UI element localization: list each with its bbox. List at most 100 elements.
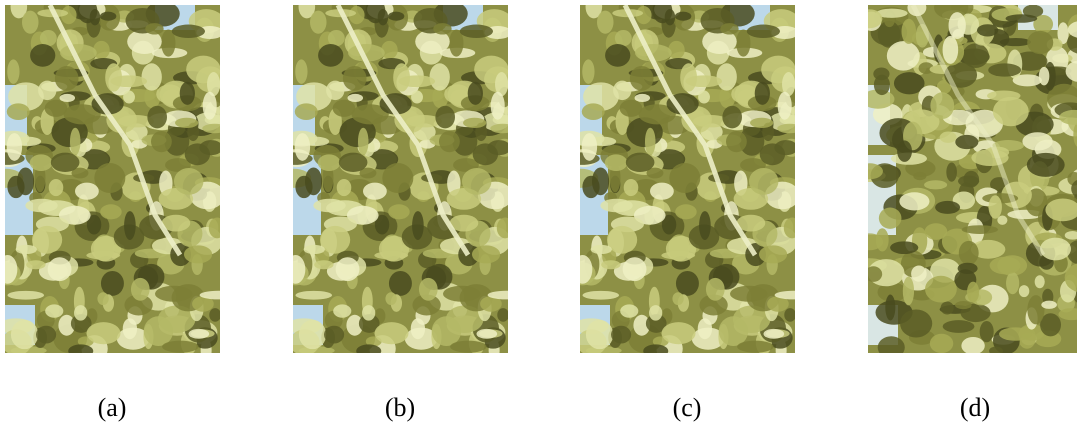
leaf xyxy=(967,282,979,303)
leaf xyxy=(497,308,509,322)
leaf xyxy=(890,241,918,254)
leaf xyxy=(151,131,172,152)
leaf xyxy=(473,143,498,165)
leaf xyxy=(147,106,167,129)
panel-label: (c) xyxy=(673,393,702,422)
leaf xyxy=(1040,238,1071,261)
leaf xyxy=(472,245,500,263)
leaf xyxy=(101,271,124,296)
leaf xyxy=(680,63,697,91)
leaf xyxy=(70,128,81,156)
leaf xyxy=(1039,67,1050,86)
leaf xyxy=(582,176,599,198)
leaf xyxy=(435,106,455,129)
leaf xyxy=(468,82,483,105)
leaf xyxy=(378,9,388,25)
leaf xyxy=(988,63,1021,76)
page: (a)(b)(c)(d) (() => { const data = JSON.… xyxy=(0,0,1077,430)
leaf xyxy=(987,91,1021,101)
leaf xyxy=(675,12,691,21)
leaf xyxy=(615,30,632,46)
leaf xyxy=(45,304,63,317)
leaf xyxy=(977,24,998,36)
leaf xyxy=(100,204,121,219)
leaf xyxy=(55,66,79,91)
panel-label: (b) xyxy=(385,393,415,422)
leaf xyxy=(856,233,883,250)
leaf xyxy=(737,341,773,353)
leaf xyxy=(635,94,651,102)
leaf xyxy=(878,336,905,358)
leaf xyxy=(726,131,747,152)
leaf xyxy=(389,271,412,296)
leaf xyxy=(123,318,137,339)
leaf xyxy=(7,59,19,83)
leaf xyxy=(460,25,493,38)
leaf xyxy=(959,241,979,265)
leaf xyxy=(412,211,424,240)
leaf xyxy=(1006,272,1019,294)
leaf xyxy=(777,124,802,134)
leaf xyxy=(393,63,410,91)
leaf xyxy=(375,322,409,344)
leaf xyxy=(943,320,975,333)
leaf xyxy=(747,25,780,38)
leaf xyxy=(68,344,93,357)
leaf xyxy=(940,132,957,143)
leaf xyxy=(925,223,948,240)
leaf xyxy=(411,91,423,104)
leaf xyxy=(142,63,162,90)
leaf xyxy=(993,97,1029,126)
leaf xyxy=(925,276,957,303)
leaf xyxy=(676,271,699,296)
leaf xyxy=(295,133,310,161)
leaf xyxy=(958,263,978,274)
leaf xyxy=(924,180,947,189)
leaf xyxy=(605,44,630,67)
leaf xyxy=(131,278,150,301)
leaf xyxy=(385,292,396,305)
panel-label: (a) xyxy=(98,393,127,422)
leaf xyxy=(990,257,1021,275)
leaf xyxy=(624,179,639,196)
leaf xyxy=(591,245,612,254)
leaf xyxy=(358,128,369,156)
leaf xyxy=(362,305,375,321)
leaf xyxy=(1019,285,1029,297)
leaf xyxy=(582,59,594,83)
leaf xyxy=(343,66,367,91)
leaf xyxy=(963,171,979,188)
leaf xyxy=(348,94,364,102)
leaf xyxy=(613,81,631,101)
leaf xyxy=(630,66,654,91)
leaf xyxy=(175,118,198,128)
leaf xyxy=(662,322,696,344)
leaf xyxy=(286,255,306,284)
leaf xyxy=(174,168,203,195)
leaf xyxy=(911,265,927,281)
foliage-image xyxy=(275,0,525,362)
leaf xyxy=(336,257,360,281)
leaf xyxy=(189,329,210,339)
leaf xyxy=(48,257,72,281)
leaf xyxy=(97,292,108,305)
leaf xyxy=(897,140,912,161)
leaf xyxy=(675,204,696,219)
leaf xyxy=(172,25,205,38)
leaf xyxy=(450,341,486,353)
leaf xyxy=(7,133,22,161)
leaf xyxy=(26,260,45,269)
leaf xyxy=(955,301,972,309)
leaf xyxy=(7,103,30,120)
leaf xyxy=(94,163,125,193)
leaf xyxy=(184,245,212,263)
leaf xyxy=(1027,31,1053,54)
leaf xyxy=(857,9,883,28)
leaf xyxy=(209,218,226,239)
leaf xyxy=(491,92,505,120)
leaf xyxy=(623,257,647,281)
leaf xyxy=(411,318,425,339)
leaf xyxy=(314,260,333,269)
leaf xyxy=(582,103,605,120)
figure: (a)(b)(c)(d) xyxy=(0,0,1077,430)
